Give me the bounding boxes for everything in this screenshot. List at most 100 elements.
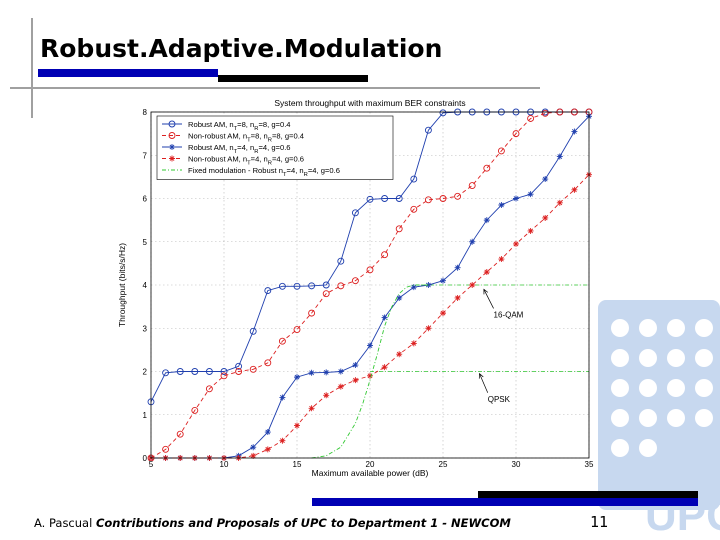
x-tick-label: 35: [585, 460, 594, 469]
logo-dot: [695, 379, 713, 397]
legend-text: Fixed modulation - Robust n: [188, 166, 283, 175]
series-point: [337, 368, 344, 375]
legend-text: =4, g=0.6: [308, 166, 340, 175]
chart-annotations: 16-QAM QPSK: [478, 288, 524, 404]
legend-entry-label: Non-robust AM, nT=4, nR=4, g=0.6: [188, 155, 304, 167]
series-point: [351, 277, 359, 285]
series-point: [294, 422, 300, 429]
plot-frame: [150, 111, 590, 459]
x-tick-label: 15: [293, 460, 302, 469]
series-point: [250, 452, 257, 459]
logo-dot: [695, 319, 713, 337]
series-point: [308, 369, 315, 376]
annotation-arrowhead: [483, 288, 489, 295]
series-line: [150, 111, 589, 459]
page-number: 11: [590, 513, 609, 531]
legend-sample-marker: [168, 132, 176, 139]
footer-black-bar: [478, 491, 698, 498]
series-point: [513, 195, 519, 202]
legend-text: Non-robust AM, n: [188, 132, 247, 141]
series-point: [220, 372, 228, 380]
y-tick-label: 6: [143, 195, 148, 204]
series-point: [162, 445, 170, 453]
series-point: [440, 310, 446, 317]
series-point: [527, 227, 534, 234]
series-point: [483, 164, 491, 172]
logo-dot: [639, 319, 657, 337]
series-point: [176, 368, 184, 375]
series-point: [294, 374, 300, 381]
legend-subscript: R: [254, 126, 258, 132]
legend-text: =4, n: [251, 155, 268, 164]
series-point: [293, 282, 301, 290]
x-tick-label: 20: [366, 460, 375, 469]
series-point: [396, 351, 403, 358]
series-point: [556, 153, 563, 160]
series-point: [337, 257, 345, 265]
logo-dot: [667, 379, 685, 397]
series-point: [323, 369, 330, 376]
series-point: [410, 284, 417, 291]
series-point: [323, 392, 330, 399]
series-point: [396, 294, 403, 301]
y-tick-label: 2: [143, 368, 148, 377]
series-point: [308, 282, 316, 290]
series-point: [454, 294, 461, 301]
footer-author: A. Pascual: [34, 516, 93, 530]
series-point: [395, 195, 403, 202]
legend-text: =4, g=0.6: [258, 143, 290, 152]
logo-dot: [611, 379, 629, 397]
series-point: [454, 264, 461, 271]
series-point: [366, 266, 374, 274]
x-tick-label: 30: [512, 460, 521, 469]
series-point: [395, 225, 403, 233]
series-point: [293, 326, 301, 333]
legend-text: =4, g=0.6: [272, 155, 304, 164]
legend-text: Non-robust AM, n: [188, 155, 247, 164]
series-point: [410, 175, 418, 183]
logo-dot: [639, 379, 657, 397]
series-point: [497, 147, 505, 155]
logo-dot: [667, 409, 685, 427]
series-point: [527, 115, 535, 122]
series-point: [235, 362, 243, 370]
series-point: [424, 126, 432, 134]
y-tick-label: 4: [143, 281, 148, 290]
legend-text: =8, n: [251, 132, 268, 141]
legend-subscript: R: [304, 172, 308, 178]
legend-text: =8, n: [237, 120, 254, 129]
series-point: [556, 199, 563, 206]
legend-text: =8, g=0.4: [272, 132, 304, 141]
series-point: [351, 209, 359, 217]
logo-dot: [667, 349, 685, 367]
series-point: [308, 309, 316, 317]
y-tick-label: 8: [143, 108, 148, 117]
footer-title: Contributions and Proposals of UPC to De…: [95, 516, 511, 530]
series-point: [249, 327, 257, 335]
annotation-label: 16-QAM: [494, 310, 524, 319]
series-point: [541, 109, 549, 117]
series-point: [454, 192, 462, 200]
series-point: [249, 365, 257, 373]
series-point: [367, 372, 373, 379]
legend-text: =8, g=0.4: [258, 120, 290, 129]
logo-dots: [611, 319, 713, 457]
series-point: [264, 287, 272, 295]
series-point: [191, 406, 199, 414]
series-point: [381, 251, 389, 259]
series-point: [366, 195, 374, 203]
chart-title: System throughput with maximum BER const…: [274, 98, 465, 108]
x-axis-label: Maximum available power (dB): [312, 468, 429, 478]
series-point: [498, 201, 505, 208]
series-point: [337, 383, 344, 390]
series-point: [191, 368, 199, 375]
y-tick-label: 3: [143, 324, 148, 333]
annotation-label: QPSK: [488, 395, 511, 404]
series-point: [279, 394, 286, 401]
legend-sample-marker: [168, 120, 176, 128]
logo-dot: [611, 319, 629, 337]
legend-text: =4, n: [287, 166, 304, 175]
series-point: [512, 130, 520, 138]
